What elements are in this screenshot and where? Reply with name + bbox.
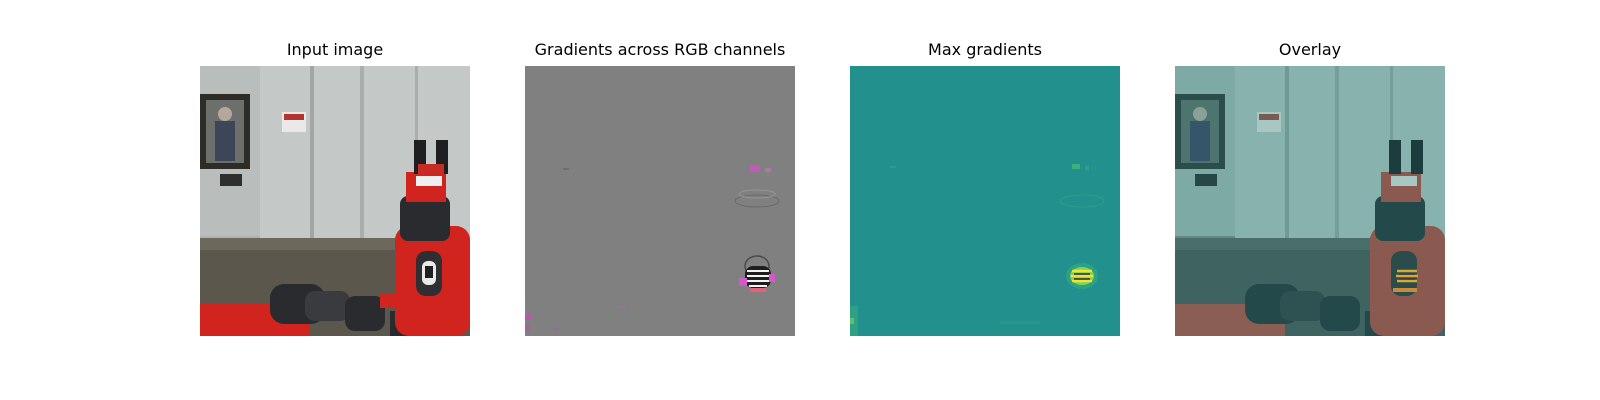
overlay-title: Overlay (1175, 38, 1445, 66)
max-gradients-image (850, 66, 1120, 336)
max-gradients-title: Max gradients (850, 38, 1120, 66)
gradients-rgb-panel: Gradients across RGB channels (525, 38, 795, 336)
overlay-image (1175, 66, 1445, 336)
max-gradients-panel: Max gradients (850, 38, 1120, 336)
overlay-panel: Overlay (1175, 38, 1445, 336)
gradients-rgb-title: Gradients across RGB channels (525, 38, 795, 66)
input-image-panel: Input image (200, 38, 470, 336)
gradients-rgb-image (525, 66, 795, 336)
input-image (200, 66, 470, 336)
input-image-title: Input image (200, 38, 470, 66)
